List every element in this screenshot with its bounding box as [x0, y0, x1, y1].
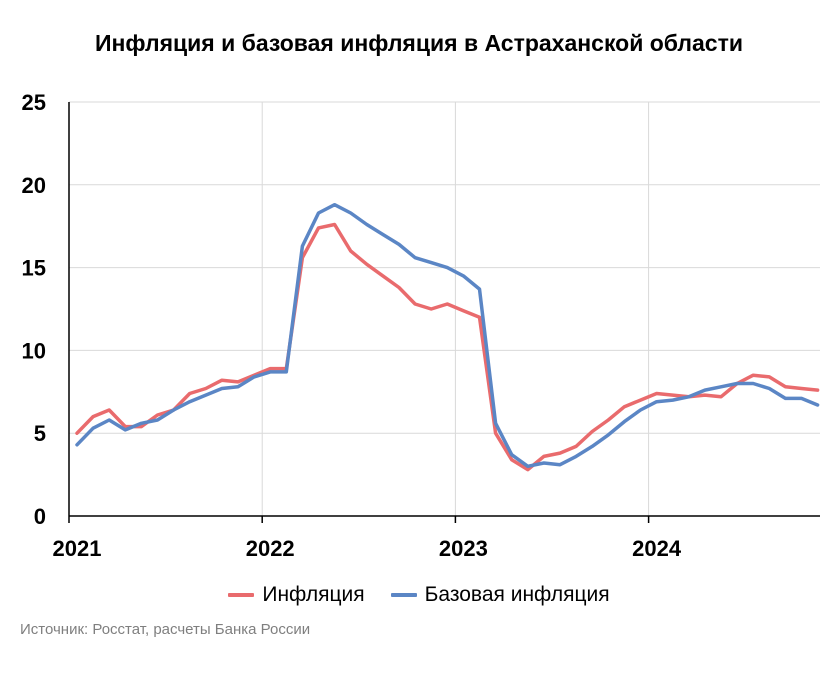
x-tick-label: 2024	[632, 536, 682, 561]
legend-swatch-inflation	[228, 593, 255, 597]
series-layer	[75, 202, 820, 472]
legend-item-core-inflation: Базовая инфляция	[390, 583, 610, 607]
y-tick-label: 20	[22, 173, 46, 198]
legend: Инфляция Базовая инфляция	[0, 583, 838, 607]
x-tick-label: 2023	[439, 536, 488, 561]
legend-label-core-inflation: Базовая инфляция	[424, 583, 610, 606]
chart-title: Инфляция и базовая инфляция в Астраханск…	[94, 30, 744, 56]
gridlines	[69, 101, 820, 516]
series-line-core-inflation	[75, 202, 820, 469]
legend-label-inflation: Инфляция	[262, 583, 365, 606]
y-tick-label: 10	[22, 338, 46, 363]
x-tick-label: 2021	[53, 536, 102, 561]
axes	[68, 102, 820, 523]
y-tick-label: 25	[22, 90, 46, 115]
x-tick-label: 2022	[246, 536, 295, 561]
source-note: Источник: Росстат, расчеты Банка России	[20, 621, 311, 638]
legend-swatch-core-inflation	[390, 593, 417, 597]
y-tick-label: 5	[34, 421, 46, 446]
y-tick-label: 0	[34, 504, 46, 529]
y-tick-label: 15	[22, 256, 46, 281]
tick-labels: 0 5 10 15 20 25 2021 2022 2023 2024	[22, 90, 682, 561]
legend-item-inflation: Инфляция	[228, 583, 365, 607]
